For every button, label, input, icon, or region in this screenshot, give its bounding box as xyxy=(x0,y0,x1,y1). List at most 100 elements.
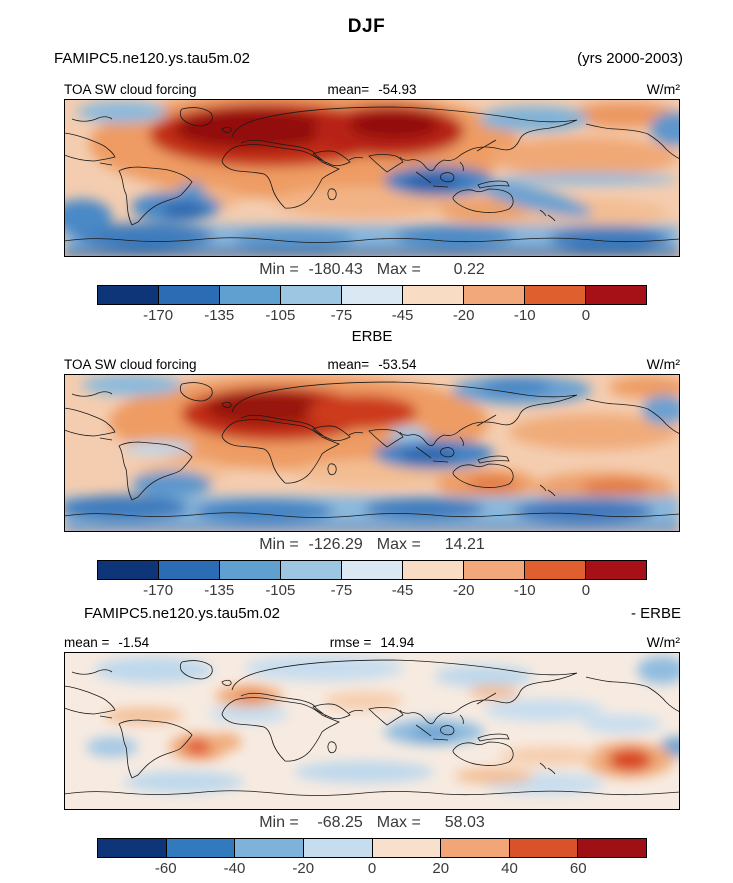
panel1-field-title: TOA SW cloud forcing xyxy=(64,82,197,97)
colorbar-cell xyxy=(509,839,579,857)
colorbar-cell xyxy=(220,286,281,304)
colorbar-cell xyxy=(586,561,646,579)
colorbar-tick-label: -60 xyxy=(154,860,177,877)
colorbar-cell xyxy=(303,839,373,857)
panel3-rmse: rmse = 14.94 xyxy=(330,635,414,650)
mean-value: -1.54 xyxy=(118,635,150,650)
colorbar-cell xyxy=(586,286,646,304)
colorbar-tick-label: -10 xyxy=(513,582,536,599)
max-value: 0.22 xyxy=(453,261,485,278)
colorbar-tick-label: 0 xyxy=(367,860,377,877)
colorbar-cell xyxy=(159,286,220,304)
colorbar-tick-label: -40 xyxy=(223,860,246,877)
panel2-field-title: TOA SW cloud forcing xyxy=(64,357,197,372)
colorbar-bar xyxy=(97,285,647,305)
field-shading xyxy=(64,99,680,257)
colorbar-tick-label: -170 xyxy=(143,307,174,324)
colorbar-tick-label: 40 xyxy=(501,860,518,877)
obs-dataset-label: ERBE xyxy=(351,328,393,345)
mean-value: -54.93 xyxy=(378,82,417,97)
colorbar-cell xyxy=(525,561,586,579)
colorbar-erbe: -170 -135 -105 -75 -45 -20 -10 0 xyxy=(97,560,647,601)
colorbar-cell xyxy=(159,561,220,579)
map-frame xyxy=(64,374,680,532)
panel1-units: W/m² xyxy=(646,81,680,97)
colorbar-tick-label: -105 xyxy=(265,307,296,324)
max-label: Max = xyxy=(376,814,421,831)
panel3-header: mean = -1.54 rmse = 14.94 W/m² xyxy=(64,634,680,650)
colorbar-tick-label: 0 xyxy=(581,307,591,324)
map-model xyxy=(64,99,680,257)
colorbar-tick-label: -20 xyxy=(292,860,315,877)
mean-label: mean= xyxy=(327,82,370,97)
colorbar-cell xyxy=(281,286,342,304)
min-value: -126.29 xyxy=(308,536,363,553)
mean-label: mean= xyxy=(327,357,370,372)
panel2-header: TOA SW cloud forcing mean= -53.54 W/m² xyxy=(64,356,680,372)
panel2-units: W/m² xyxy=(646,356,680,372)
colorbar-tick-label: -135 xyxy=(204,582,235,599)
panel2-mean: mean= -53.54 xyxy=(328,357,417,372)
colorbar-cell xyxy=(98,286,159,304)
colorbar-cell xyxy=(578,839,646,857)
colorbar-cell xyxy=(441,839,510,857)
colorbar-tick-label: 20 xyxy=(432,860,450,877)
colorbar-tick-label: 60 xyxy=(569,860,587,877)
map-frame xyxy=(64,652,680,810)
colorbar-cell xyxy=(342,286,403,304)
colorbar-tick-labels: -170 -135 -105 -75 -45 -20 -10 0 xyxy=(97,305,647,326)
colorbar-tick-label: -20 xyxy=(452,582,475,599)
colorbar-cell xyxy=(525,286,586,304)
colorbar-difference: -60 -40 -20 0 20 40 60 xyxy=(97,838,647,879)
min-label: Min = xyxy=(259,814,299,831)
case-name: FAMIPC5.ne120.ys.tau5m.02 xyxy=(84,605,280,622)
colorbar-tick-label: -45 xyxy=(391,582,414,599)
panel1-minmax: Min = -180.43 Max = 0.22 xyxy=(64,261,680,281)
map-erbe xyxy=(64,374,680,532)
colorbar-cell xyxy=(98,839,167,857)
colorbar-tick-label: -75 xyxy=(330,307,353,324)
colorbar-bar xyxy=(97,560,647,580)
colorbar-tick-labels: -170 -135 -105 -75 -45 -20 -10 0 xyxy=(97,580,647,601)
colorbar-cell xyxy=(166,839,236,857)
colorbar-tick-label: -20 xyxy=(452,307,475,324)
panel3-minmax: Min = -68.25 Max = 58.03 xyxy=(64,814,680,834)
max-value: 14.21 xyxy=(444,536,485,553)
years-label: (yrs 2000-2003) xyxy=(577,50,683,67)
panel1-header: TOA SW cloud forcing mean= -54.93 W/m² xyxy=(64,81,680,97)
map-difference xyxy=(64,652,680,810)
colorbar-cell xyxy=(235,839,304,857)
colorbar-cell xyxy=(342,561,403,579)
colorbar-cell xyxy=(220,561,281,579)
max-label: Max = xyxy=(376,536,421,553)
panel1-mean: mean= -54.93 xyxy=(328,82,417,97)
colorbar-tick-label: -75 xyxy=(330,582,353,599)
colorbar-tick-label: -45 xyxy=(391,307,414,324)
mean-label: mean = xyxy=(64,635,110,650)
panel2-minmax: Min = -126.29 Max = 14.21 xyxy=(64,536,680,556)
diff-suffix: - ERBE xyxy=(630,605,681,622)
colorbar-cell xyxy=(98,561,159,579)
plot-content: TOA SW cloud forcing mean= -54.93 W/m² xyxy=(64,81,680,601)
colorbar-model: -170 -135 -105 -75 -45 -20 -10 0 xyxy=(97,285,647,326)
min-value: -180.43 xyxy=(308,261,363,278)
rmse-value: 14.94 xyxy=(380,635,415,650)
colorbar-tick-label: -135 xyxy=(204,307,235,324)
colorbar-cell xyxy=(403,286,464,304)
panel3-units: W/m² xyxy=(646,634,680,650)
colorbar-cell xyxy=(403,561,464,579)
plot-content-diff: mean = -1.54 rmse = 14.94 W/m² xyxy=(64,634,680,879)
min-label: Min = xyxy=(259,536,299,553)
diff-title-row: FAMIPC5.ne120.ys.tau5m.02 - ERBE xyxy=(84,605,681,622)
figure-title: DJF xyxy=(347,16,386,37)
colorbar-tick-label: -170 xyxy=(143,582,174,599)
colorbar-tick-labels: -60 -40 -20 0 20 40 60 xyxy=(97,858,647,879)
panel3-mean: mean = -1.54 xyxy=(64,635,330,650)
colorbar-tick-label: 0 xyxy=(581,582,591,599)
colorbar-cell xyxy=(372,839,442,857)
mean-value: -53.54 xyxy=(378,357,417,372)
colorbar-cell xyxy=(464,561,525,579)
field-shading xyxy=(86,655,680,795)
map-frame xyxy=(64,99,680,257)
